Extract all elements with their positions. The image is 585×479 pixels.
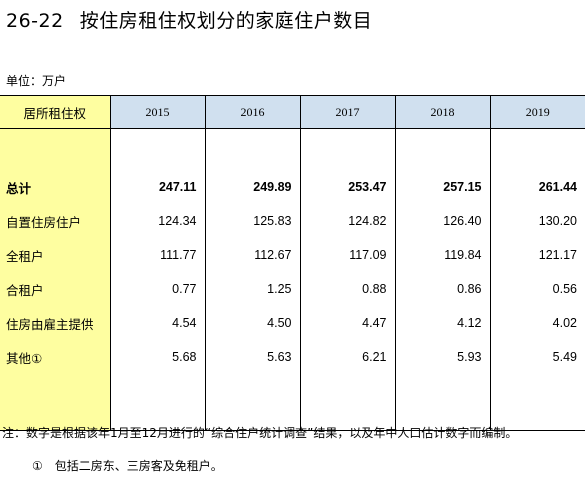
table-cell: 4.12 [394, 306, 490, 340]
table-cell: 0.86 [394, 272, 490, 306]
table-row: 住房由雇主提供 4.54 4.50 4.47 4.12 4.02 [0, 306, 585, 340]
table-number: 26-22 [6, 10, 64, 32]
year-header: 2017 [299, 96, 395, 129]
header-row: 居所租住权 2015 2016 2017 2018 2019 [0, 96, 585, 129]
table-title: 按住房租住权划分的家庭住户数目 [79, 10, 373, 32]
table-cell: 4.02 [489, 306, 585, 340]
footnote: ① 包括二房东、三房客及免租户。 [32, 457, 223, 474]
table-cell: 126.40 [394, 204, 490, 238]
footnote-text: 包括二房东、三房客及免租户。 [54, 459, 223, 473]
table-cell: 257.15 [394, 170, 490, 204]
table-cell: 130.20 [489, 204, 585, 238]
data-table: 居所租住权 2015 2016 2017 2018 2019 总计 247.11… [0, 96, 585, 431]
table-cell: 112.67 [204, 238, 300, 272]
table-cell: 0.88 [299, 272, 395, 306]
table-cell: 253.47 [299, 170, 395, 204]
row-label: 住房由雇主提供 [0, 306, 110, 340]
table-cell: 117.09 [299, 238, 395, 272]
row-label: 合租户 [0, 272, 110, 306]
year-header: 2019 [489, 96, 585, 129]
page-title: 26-22 按住房租住权划分的家庭住户数目 [6, 6, 372, 33]
year-header: 2015 [109, 96, 205, 129]
table-cell: 111.77 [109, 238, 205, 272]
table-cell: 124.82 [299, 204, 395, 238]
table-row: 其他① 5.68 5.63 6.21 5.93 5.49 [0, 340, 585, 374]
table-cell: 6.21 [299, 340, 395, 374]
table-cell: 124.34 [109, 204, 205, 238]
table-note: 注：数字是根据该年1月至12月进行的“综合住户统计调查”结果，以及年中人口估计数… [2, 426, 518, 440]
table-row: 全租户 111.77 112.67 117.09 119.84 121.17 [0, 238, 585, 272]
footnote-mark: ① [32, 459, 43, 473]
table-cell: 125.83 [204, 204, 300, 238]
year-header: 2016 [204, 96, 300, 129]
table-row: 自置住房住户 124.34 125.83 124.82 126.40 130.2… [0, 204, 585, 238]
table-cell: 5.68 [109, 340, 205, 374]
table-cell: 4.47 [299, 306, 395, 340]
table-cell: 247.11 [109, 170, 205, 204]
table-row: 合租户 0.77 1.25 0.88 0.86 0.56 [0, 272, 585, 306]
table-cell: 5.93 [394, 340, 490, 374]
table-cell: 121.17 [489, 238, 585, 272]
row-label: 总计 [0, 170, 110, 204]
table-cell: 249.89 [204, 170, 300, 204]
table-cell: 5.49 [489, 340, 585, 374]
corner-header: 居所租住权 [0, 96, 110, 129]
table-cell: 0.56 [489, 272, 585, 306]
row-label: 全租户 [0, 238, 110, 272]
table-cell: 0.77 [109, 272, 205, 306]
row-label: 其他① [0, 340, 110, 374]
unit-label: 单位：万户 [6, 74, 67, 88]
row-label: 自置住房住户 [0, 204, 110, 238]
year-header: 2018 [394, 96, 490, 129]
spacer-row [0, 374, 585, 431]
table-cell: 119.84 [394, 238, 490, 272]
table-cell: 5.63 [204, 340, 300, 374]
table-cell: 4.54 [109, 306, 205, 340]
spacer-row [0, 128, 585, 170]
table-cell: 1.25 [204, 272, 300, 306]
table-row-total: 总计 247.11 249.89 253.47 257.15 261.44 [0, 170, 585, 204]
table-cell: 261.44 [489, 170, 585, 204]
table-cell: 4.50 [204, 306, 300, 340]
